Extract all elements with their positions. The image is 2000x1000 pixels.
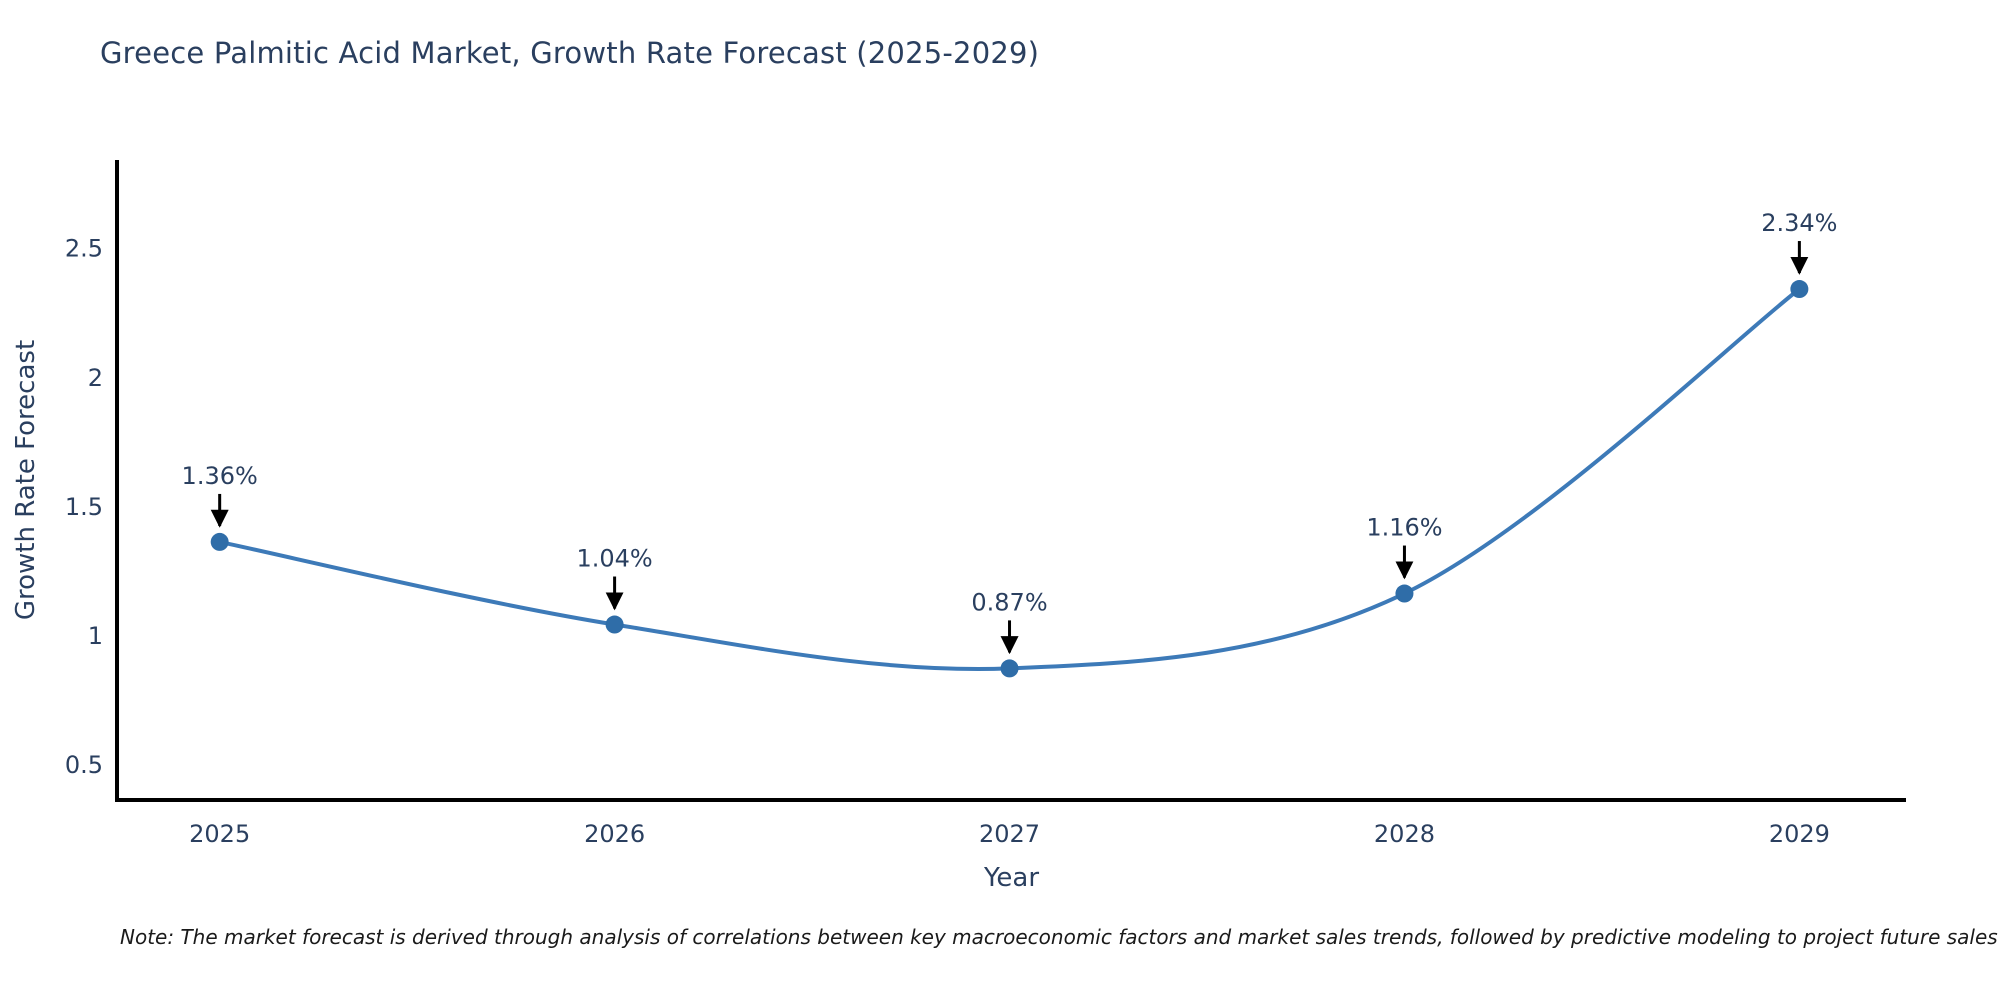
data-point-label: 2.34% — [1761, 209, 1837, 237]
footnote: Note: The market forecast is derived thr… — [120, 925, 1998, 949]
x-tick-label: 2026 — [584, 820, 645, 848]
y-tick-label: 0.5 — [65, 751, 103, 779]
data-point-marker — [1790, 280, 1809, 299]
y-tick-label: 2.5 — [65, 235, 103, 263]
chart-title: Greece Palmitic Acid Market, Growth Rate… — [100, 36, 1040, 70]
data-point-label: 1.04% — [576, 545, 652, 573]
y-tick-label: 1 — [88, 622, 103, 650]
data-point-label: 1.16% — [1366, 514, 1442, 542]
data-point-label: 0.87% — [971, 588, 1047, 616]
y-tick-label: 2 — [88, 364, 103, 392]
data-point-marker — [1000, 659, 1019, 678]
data-point-marker — [1395, 584, 1414, 603]
data-point-marker — [210, 532, 229, 551]
y-axis-title: Growth Rate Forecast — [11, 340, 41, 620]
data-point-label: 1.36% — [182, 462, 258, 490]
data-point-marker — [605, 615, 624, 634]
x-tick-label: 2029 — [1769, 820, 1830, 848]
x-tick-label: 2028 — [1374, 820, 1435, 848]
y-tick-label: 1.5 — [65, 493, 103, 521]
x-tick-label: 2027 — [979, 820, 1040, 848]
forecast-spline-line — [219, 287, 1801, 671]
x-tick-label: 2025 — [189, 820, 250, 848]
x-axis-title: Year — [983, 863, 1039, 893]
